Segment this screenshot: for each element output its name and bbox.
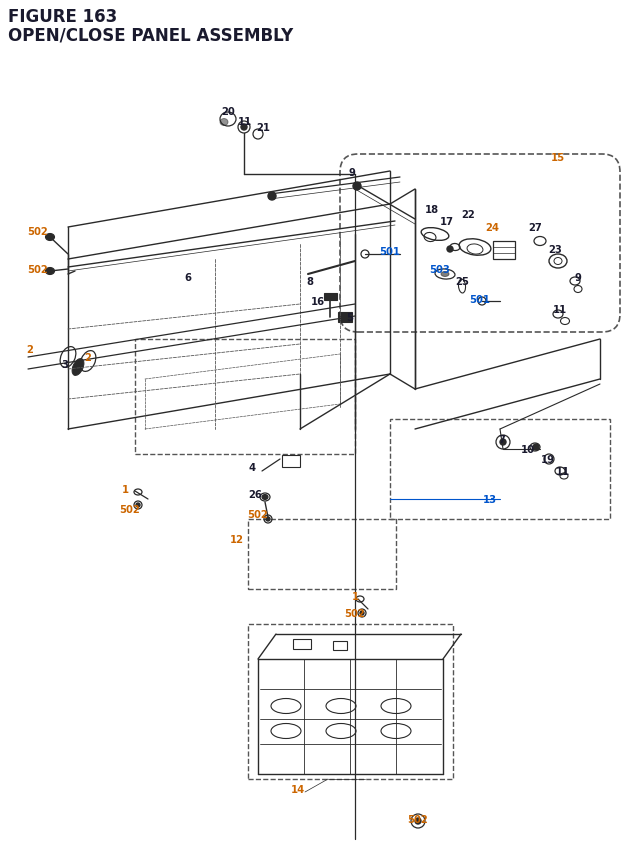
Circle shape bbox=[136, 504, 140, 507]
Text: 502: 502 bbox=[248, 510, 268, 519]
Circle shape bbox=[447, 247, 453, 253]
Text: 2: 2 bbox=[27, 344, 33, 355]
Text: 501: 501 bbox=[470, 294, 490, 305]
Ellipse shape bbox=[45, 234, 54, 241]
Text: 14: 14 bbox=[291, 784, 305, 794]
Text: 11: 11 bbox=[238, 117, 252, 127]
Circle shape bbox=[353, 183, 361, 191]
Text: 22: 22 bbox=[461, 210, 475, 220]
Bar bbox=[493, 242, 515, 260]
Bar bbox=[248, 519, 396, 589]
Bar bbox=[333, 641, 347, 650]
Text: 20: 20 bbox=[221, 107, 235, 117]
Text: OPEN/CLOSE PANEL ASSEMBLY: OPEN/CLOSE PANEL ASSEMBLY bbox=[8, 26, 293, 44]
Text: 5: 5 bbox=[346, 313, 353, 323]
Text: 24: 24 bbox=[485, 223, 499, 232]
Circle shape bbox=[500, 439, 506, 445]
Text: 16: 16 bbox=[311, 297, 325, 307]
Text: 15: 15 bbox=[551, 152, 565, 163]
Circle shape bbox=[241, 125, 247, 131]
Text: 502: 502 bbox=[344, 608, 365, 618]
Text: 501: 501 bbox=[380, 247, 401, 257]
Text: 19: 19 bbox=[541, 455, 555, 464]
Ellipse shape bbox=[262, 495, 268, 500]
Text: 21: 21 bbox=[256, 123, 270, 133]
Text: 4: 4 bbox=[248, 462, 255, 473]
Bar bbox=[282, 455, 300, 468]
Text: 9: 9 bbox=[575, 273, 581, 282]
Bar bbox=[324, 294, 337, 300]
Text: 502: 502 bbox=[28, 226, 49, 237]
Bar bbox=[390, 419, 610, 519]
Bar bbox=[338, 313, 352, 323]
Text: 2: 2 bbox=[84, 353, 92, 362]
Text: 6: 6 bbox=[184, 273, 191, 282]
Bar bbox=[248, 624, 453, 779]
Text: 10: 10 bbox=[521, 444, 535, 455]
Text: 17: 17 bbox=[440, 217, 454, 226]
Text: 25: 25 bbox=[455, 276, 469, 287]
Text: 1: 1 bbox=[351, 592, 358, 601]
Text: 18: 18 bbox=[425, 205, 439, 214]
Text: 502: 502 bbox=[28, 264, 49, 275]
Ellipse shape bbox=[45, 268, 54, 276]
Ellipse shape bbox=[72, 359, 84, 376]
Circle shape bbox=[533, 444, 539, 450]
Bar bbox=[135, 339, 355, 455]
Ellipse shape bbox=[441, 272, 449, 277]
Text: 7: 7 bbox=[499, 435, 506, 444]
Ellipse shape bbox=[220, 120, 228, 127]
Circle shape bbox=[415, 818, 421, 824]
Circle shape bbox=[268, 193, 276, 201]
Text: 8: 8 bbox=[307, 276, 314, 287]
Text: 26: 26 bbox=[248, 489, 262, 499]
Text: 9: 9 bbox=[349, 168, 355, 177]
Text: 502: 502 bbox=[408, 814, 428, 824]
Text: 23: 23 bbox=[548, 245, 562, 255]
Text: FIGURE 163: FIGURE 163 bbox=[8, 8, 117, 26]
Text: 11: 11 bbox=[556, 467, 570, 476]
Text: 12: 12 bbox=[230, 535, 244, 544]
Text: 502: 502 bbox=[120, 505, 140, 514]
Text: 3: 3 bbox=[61, 360, 68, 369]
Text: 27: 27 bbox=[528, 223, 542, 232]
Text: 13: 13 bbox=[483, 494, 497, 505]
Text: 11: 11 bbox=[553, 305, 567, 314]
Text: 503: 503 bbox=[429, 264, 451, 275]
Circle shape bbox=[360, 611, 364, 616]
Bar bbox=[293, 639, 311, 649]
Circle shape bbox=[266, 517, 270, 522]
Text: 1: 1 bbox=[122, 485, 129, 494]
